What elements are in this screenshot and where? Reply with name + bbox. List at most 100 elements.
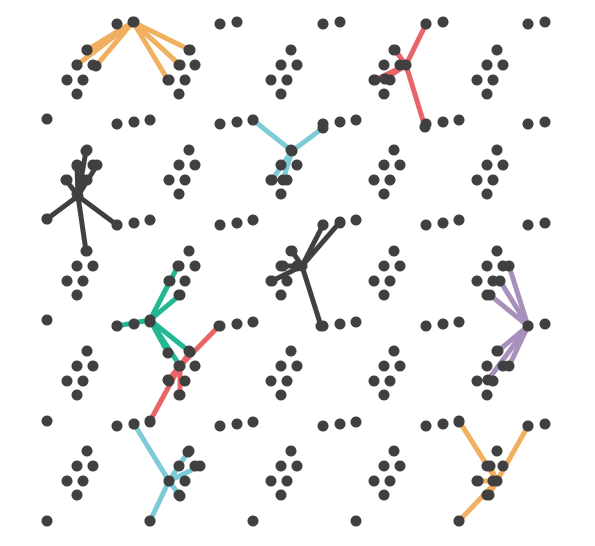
- diamond-cluster-dot: [388, 345, 400, 357]
- pair-dot: [437, 116, 449, 128]
- single-dot: [41, 113, 53, 125]
- pair-dot: [214, 420, 226, 432]
- purple-star-right-leaf: [503, 260, 515, 272]
- diamond-cluster-dot: [378, 489, 390, 501]
- purple-star-right-edge: [506, 263, 531, 329]
- pair-dot: [128, 318, 140, 330]
- single-dot: [41, 515, 53, 527]
- pair-dot: [437, 318, 449, 330]
- diamond-cluster-dot: [378, 289, 390, 301]
- purple-star-right-edge: [497, 278, 531, 329]
- diamond-cluster-dot: [388, 144, 400, 156]
- diamond-cluster-dot: [491, 144, 503, 156]
- purple-star-right-leaf: [503, 360, 515, 372]
- teal-star-bottom-left-leaf: [182, 446, 194, 458]
- orange-star-bottom-right-leaf: [472, 475, 484, 487]
- diamond-cluster-dot: [481, 360, 493, 372]
- pair-dot: [350, 416, 362, 428]
- green-star-lower-left-leaf: [172, 260, 184, 272]
- single-dot: [247, 515, 259, 527]
- teal-star-bottom-left-edge: [147, 478, 172, 524]
- diamond-cluster-dot: [87, 260, 99, 272]
- diamond-cluster-dot: [275, 159, 287, 171]
- purple-star-right-edge: [485, 323, 531, 383]
- teal-star-bottom-left-hub: [163, 475, 175, 487]
- purple-star-right-hub: [522, 320, 534, 332]
- dark-star-left-leaf: [80, 145, 92, 157]
- diamond-cluster-dot: [481, 260, 493, 272]
- pair-dot: [453, 114, 465, 126]
- teal-star-bottom-left-leaf: [144, 515, 156, 527]
- green-star-lower-left-leaf: [111, 320, 123, 332]
- diamond-cluster-dot: [471, 275, 483, 287]
- diamond-cluster-dot: [487, 74, 499, 86]
- pair-dot: [539, 217, 551, 229]
- diamond-cluster-dot: [285, 345, 297, 357]
- pair-dot: [247, 214, 259, 226]
- diamond-cluster-dot: [394, 159, 406, 171]
- orange-star-bottom-right-leaf: [522, 420, 534, 432]
- diamond-cluster-dot: [87, 360, 99, 372]
- pair-dot: [111, 420, 123, 432]
- orange-star-top-left-edge: [130, 19, 183, 68]
- dark-star-left-edge: [75, 193, 120, 228]
- pair-dot: [317, 420, 329, 432]
- green-star-lower-left-leaf: [174, 289, 186, 301]
- diamond-cluster-dot: [487, 174, 499, 186]
- pair-dot: [144, 114, 156, 126]
- diamond-cluster-dot: [189, 360, 201, 372]
- green-star-lower-left-leaf: [162, 347, 174, 359]
- teal-star-bottom-left-edge: [131, 421, 172, 484]
- pair-dot: [334, 116, 346, 128]
- dark-star-center-edge: [299, 263, 324, 329]
- orange-star-bottom-right-hub: [491, 475, 503, 487]
- diamond-cluster-dot: [183, 245, 195, 257]
- diamond-cluster-dot: [183, 144, 195, 156]
- purple-star-right-leaf: [484, 289, 496, 301]
- diamond-cluster-dot: [71, 389, 83, 401]
- pair-dot: [420, 219, 432, 231]
- red-star-lower-left-leaf: [213, 320, 225, 332]
- pair-dot: [539, 418, 551, 430]
- orange-star-top-left-edge: [74, 19, 136, 68]
- diamond-cluster-dot: [61, 74, 73, 86]
- pair-dot: [334, 318, 346, 330]
- pair-dot: [350, 114, 362, 126]
- diamond-cluster-dot: [189, 159, 201, 171]
- diamond-cluster-dot: [71, 460, 83, 472]
- orange-star-top-left-edge: [130, 19, 171, 83]
- diamond-cluster-dot: [394, 260, 406, 272]
- pair-dot: [128, 116, 140, 128]
- teal-star-top-center-edge: [250, 117, 295, 154]
- green-star-lower-left-edge: [147, 292, 183, 323]
- orange-star-bottom-right-leaf: [483, 489, 495, 501]
- pair-dot: [128, 217, 140, 229]
- orange-star-bottom-right-edge: [494, 423, 531, 484]
- red-star-top-right-edge: [403, 21, 429, 68]
- diamond-cluster-dot: [491, 245, 503, 257]
- diamond-cluster-dot: [77, 275, 89, 287]
- orange-star-top-left-hub: [127, 16, 139, 28]
- diamond-cluster-dot: [179, 174, 191, 186]
- pair-dot: [522, 18, 534, 30]
- diamond-cluster-dot: [481, 88, 493, 100]
- diamond-cluster-dot: [275, 460, 287, 472]
- diamond-cluster-dot: [394, 460, 406, 472]
- dark-star-center-leaf: [334, 216, 346, 228]
- orange-star-top-left-leaf: [174, 59, 186, 71]
- pair-dot: [247, 416, 259, 428]
- diamond-cluster-dot: [378, 389, 390, 401]
- diamond-cluster-dot: [179, 375, 191, 387]
- purple-star-right-leaf: [482, 374, 494, 386]
- pair-dot: [231, 116, 243, 128]
- red-star-top-right-edge: [403, 62, 428, 130]
- teal-star-top-center-edge: [289, 125, 326, 154]
- red-star-lower-left-leaf: [174, 389, 186, 401]
- red-star-lower-left-leaf: [162, 374, 174, 386]
- pair-dot: [317, 18, 329, 30]
- red-star-top-right-leaf: [419, 121, 431, 133]
- diamond-cluster-dot: [285, 44, 297, 56]
- orange-star-top-left-leaf: [184, 44, 196, 56]
- teal-star-top-center-leaf: [277, 174, 289, 186]
